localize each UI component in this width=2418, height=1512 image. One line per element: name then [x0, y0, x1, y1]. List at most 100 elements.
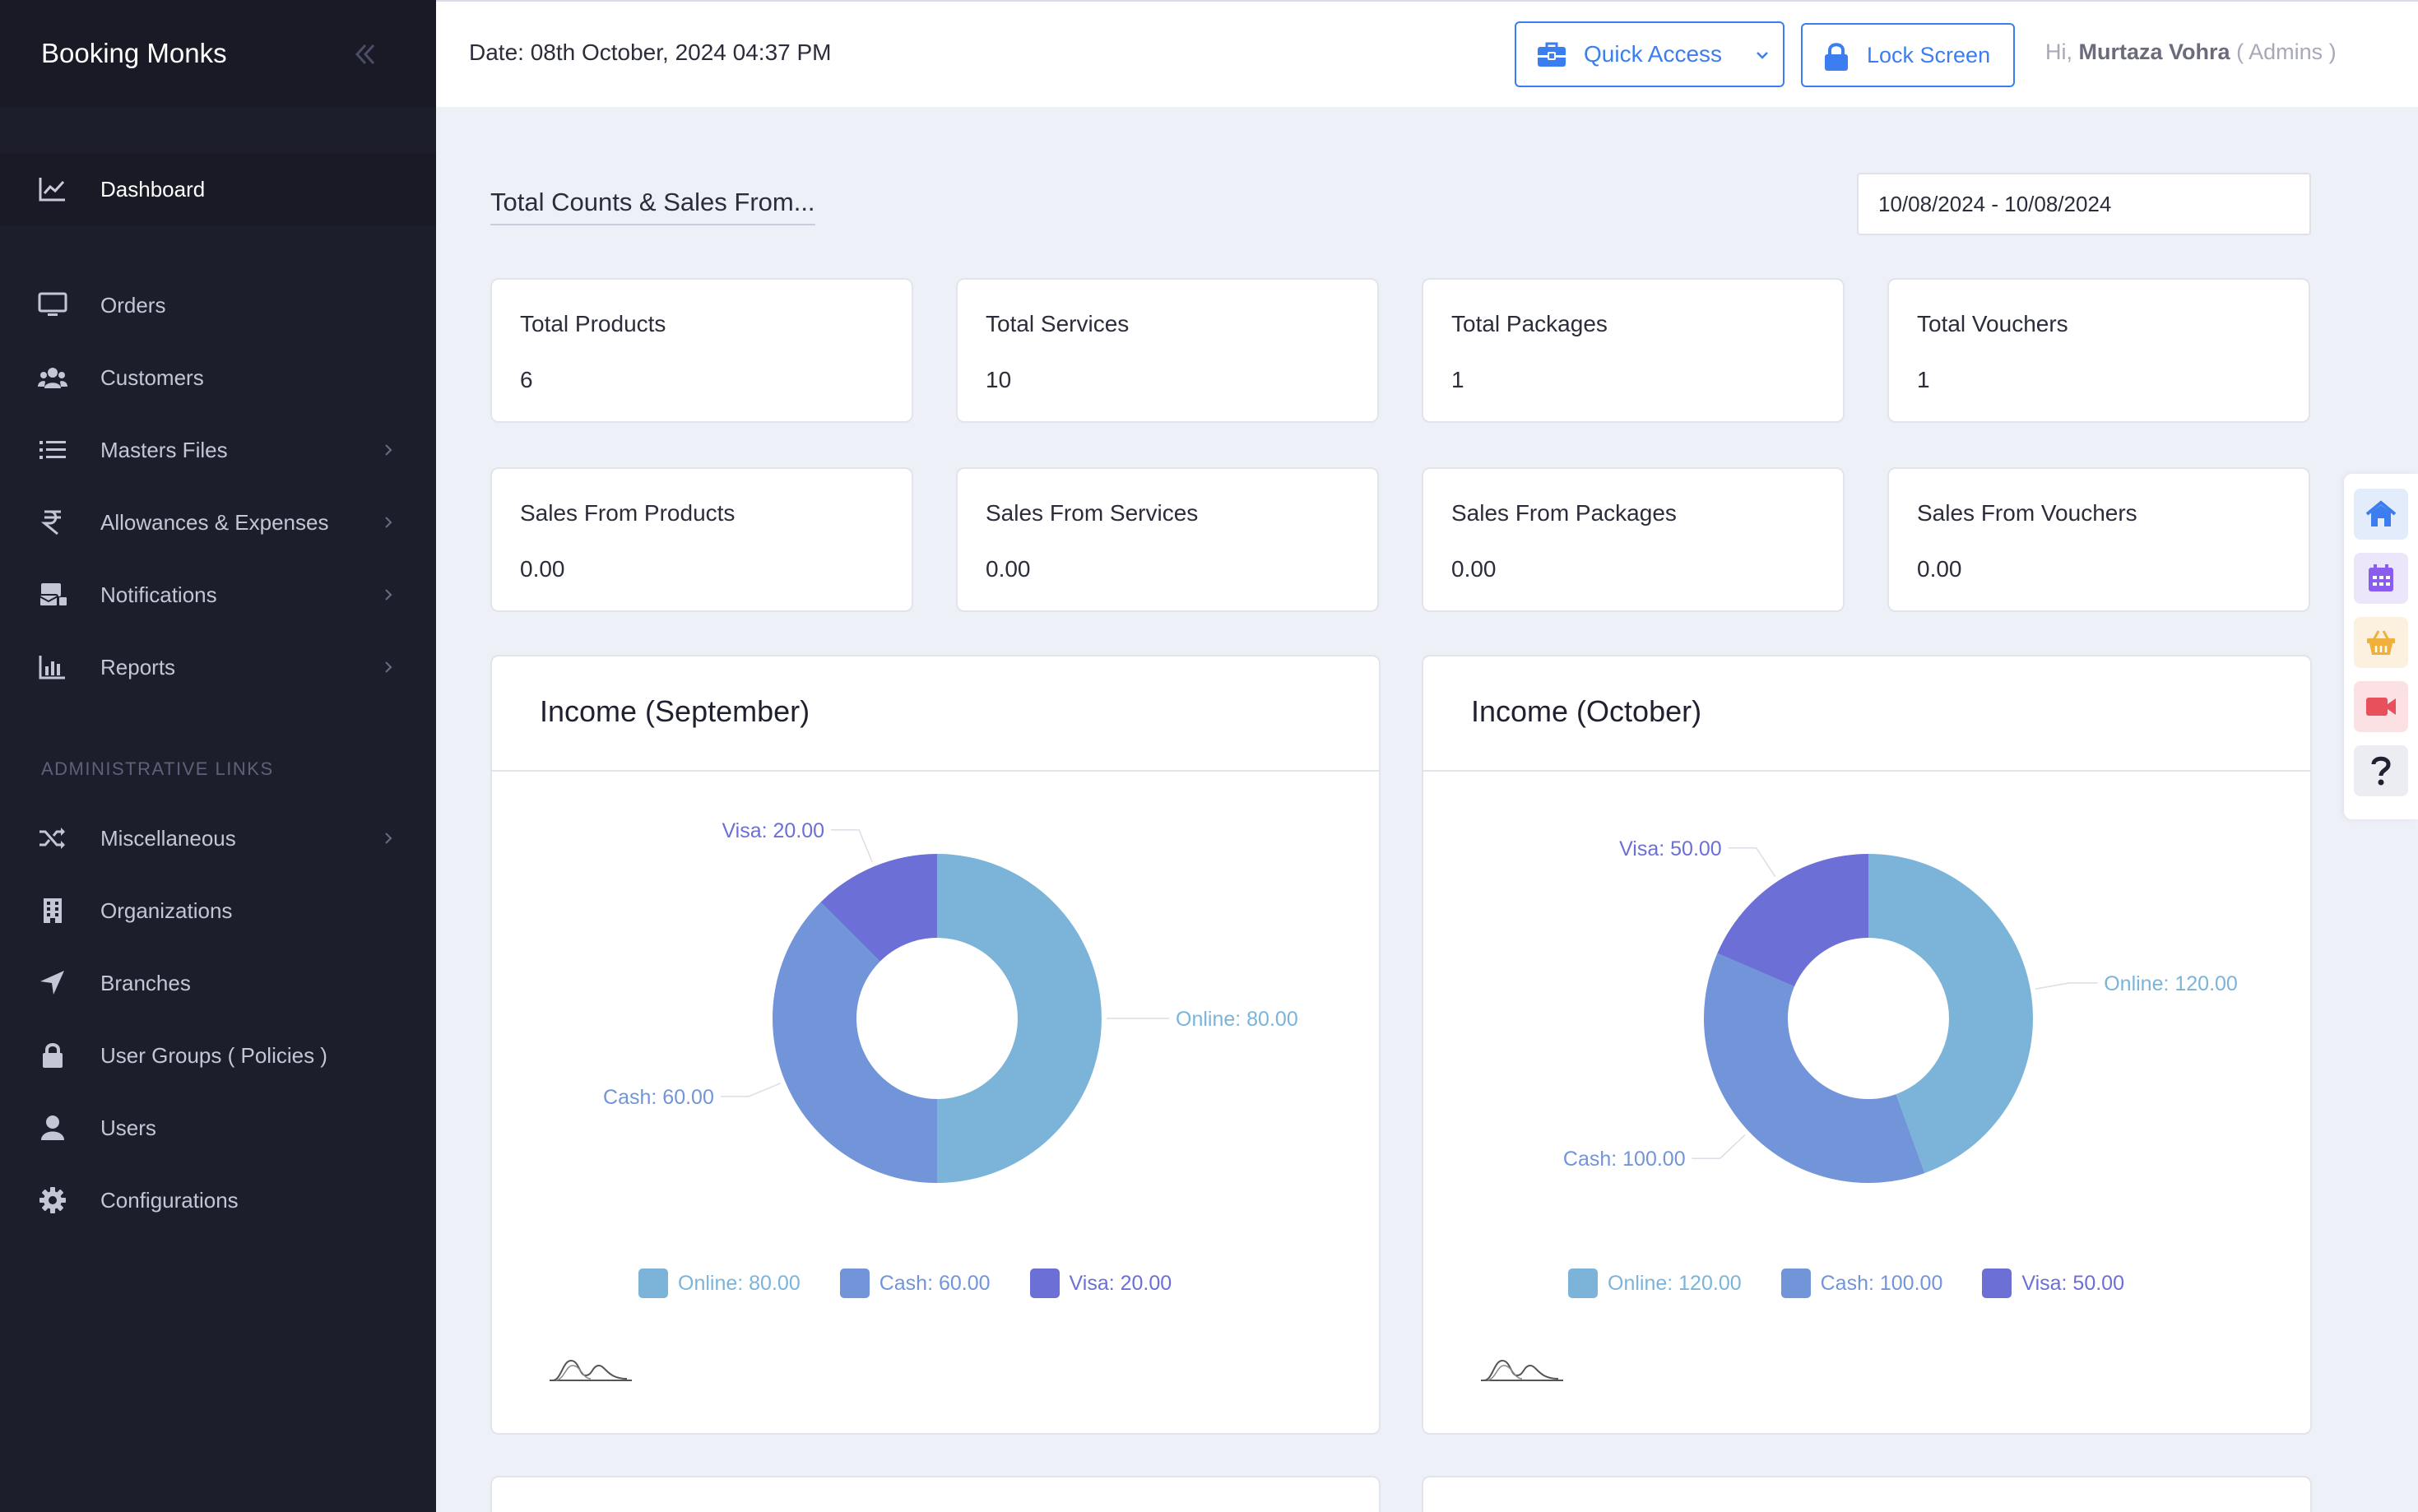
donut-slice-visa[interactable] — [820, 854, 937, 962]
users-icon — [38, 368, 67, 388]
help-button[interactable] — [2354, 745, 2408, 796]
sidebar-item-notifications[interactable]: Notifications — [0, 559, 436, 631]
leader-line-online — [2035, 982, 2098, 990]
legend-item-online[interactable]: Online: 120.00 — [1568, 1269, 1742, 1298]
data-label-online: Online: 120.00 — [2104, 972, 2238, 995]
sidebar-item-label: Organizations — [100, 897, 233, 923]
donut-slice-visa[interactable] — [1717, 854, 1868, 987]
legend-item-visa[interactable]: Visa: 20.00 — [1029, 1269, 1172, 1298]
sidebar-item-label: Users — [100, 1115, 156, 1140]
stat-value: 0.00 — [1917, 556, 1962, 582]
sidebar-item-users[interactable]: Users — [0, 1092, 436, 1164]
sidebar: Booking Monks Dashboard Orders Cus — [0, 0, 436, 1512]
shuffle-icon — [39, 828, 65, 849]
sparkline-icon[interactable] — [548, 1354, 634, 1384]
date-range-input[interactable] — [1857, 173, 2311, 235]
sidebar-item-label: Orders — [100, 292, 166, 318]
donut-slice-cash[interactable] — [773, 902, 937, 1183]
donut-slice-cash[interactable] — [1704, 953, 1925, 1183]
sidebar-item-label: Branches — [100, 970, 191, 995]
stat-card-sales-products: Sales From Products 0.00 — [490, 467, 913, 612]
collapse-sidebar-icon[interactable] — [346, 35, 383, 73]
sidebar-item-customers[interactable]: Customers — [0, 341, 436, 414]
leader-line-visa — [1728, 847, 1776, 878]
user-icon — [41, 1115, 64, 1140]
sidebar-item-dashboard[interactable]: Dashboard — [0, 153, 436, 225]
stat-value: 0.00 — [986, 556, 1031, 582]
basket-button[interactable] — [2354, 617, 2408, 668]
income-october-card: Income (October) Online: 120.00 Cash: 100… — [1422, 655, 2312, 1435]
sidebar-item-label: Masters Files — [100, 437, 228, 462]
chevron-right-icon — [385, 833, 392, 844]
legend-swatch — [839, 1269, 870, 1298]
quick-access-button[interactable]: Quick Access — [1515, 21, 1784, 87]
data-label-cash: Cash: 60.00 — [603, 1086, 714, 1109]
leader-line-cash — [720, 1083, 781, 1097]
leader-line-cash — [1692, 1134, 1746, 1159]
data-label-visa: Visa: 50.00 — [1619, 837, 1722, 860]
stat-label: Total Services — [986, 311, 1130, 336]
donut-slice-online[interactable] — [937, 854, 1102, 1183]
video-icon — [2366, 698, 2396, 716]
monitor-icon — [38, 292, 67, 316]
sidebar-section-title: ADMINISTRATIVE LINKS — [41, 758, 274, 779]
sidebar-item-label: Configurations — [100, 1187, 239, 1213]
sidebar-item-reports[interactable]: Reports — [0, 631, 436, 703]
stat-card-sales-services: Sales From Services 0.00 — [956, 467, 1379, 612]
legend-swatch — [1780, 1269, 1811, 1298]
chevron-right-icon — [385, 589, 392, 601]
chevron-down-icon — [1757, 52, 1768, 59]
donut-slice-online[interactable] — [1868, 854, 2033, 1173]
sidebar-item-label: Allowances & Expenses — [100, 509, 329, 535]
stat-label: Sales From Vouchers — [1917, 500, 2137, 526]
chevron-right-icon — [385, 444, 392, 456]
chart-legend: Online: 80.00 Cash: 60.00 Visa: 20.00 — [638, 1269, 1211, 1298]
stat-card-sales-packages: Sales From Packages 0.00 — [1422, 467, 1845, 612]
sidebar-item-masters-files[interactable]: Masters Files — [0, 414, 436, 486]
quick-access-label: Quick Access — [1584, 41, 1723, 67]
calendar-icon — [2369, 564, 2393, 591]
legend-label: Cash: 100.00 — [1820, 1271, 1943, 1295]
brand-name: Booking Monks — [41, 38, 227, 68]
stat-value: 6 — [520, 367, 533, 392]
income-october-donut-chart: Online: 120.00 Cash: 100.00 Visa: 50.00 — [1563, 837, 2238, 1183]
stat-label: Sales From Services — [986, 500, 1199, 526]
sidebar-item-branches[interactable]: Branches — [0, 947, 436, 1019]
sidebar-item-configurations[interactable]: Configurations — [0, 1164, 436, 1236]
legend-swatch — [638, 1269, 668, 1298]
lock-screen-button[interactable]: Lock Screen — [1801, 23, 2015, 87]
sidebar-item-label: Customers — [100, 364, 204, 390]
greeting-prefix: Hi, — [2045, 39, 2072, 64]
legend-label: Visa: 50.00 — [2021, 1271, 2124, 1295]
legend-item-visa[interactable]: Visa: 50.00 — [1982, 1269, 2124, 1298]
sidebar-item-user-groups[interactable]: User Groups ( Policies ) — [0, 1019, 436, 1092]
chart-legend: Online: 120.00 Cash: 100.00 Visa: 50.00 — [1568, 1269, 2164, 1298]
gear-icon — [39, 1187, 66, 1213]
sparkline-icon[interactable] — [1479, 1354, 1565, 1384]
sidebar-item-label: Reports — [100, 654, 176, 679]
legend-item-online[interactable]: Online: 80.00 — [638, 1269, 801, 1298]
legend-item-cash[interactable]: Cash: 60.00 — [839, 1269, 991, 1298]
legend-swatch — [1568, 1269, 1598, 1298]
user-greeting: Hi, Murtaza Vohra ( Admins ) — [2045, 39, 2337, 65]
legend-item-cash[interactable]: Cash: 100.00 — [1780, 1269, 1943, 1298]
home-button[interactable] — [2354, 489, 2408, 540]
legend-label: Online: 80.00 — [678, 1271, 801, 1295]
data-label-cash: Cash: 100.00 — [1563, 1148, 1686, 1171]
sidebar-item-orders[interactable]: Orders — [0, 269, 436, 341]
stat-value: 10 — [986, 367, 1012, 392]
section-heading: Total Counts & Sales From... — [490, 188, 815, 225]
video-button[interactable] — [2354, 681, 2408, 732]
question-icon — [2371, 756, 2391, 786]
sidebar-item-organizations[interactable]: Organizations — [0, 874, 436, 947]
user-name: Murtaza Vohra — [2078, 39, 2230, 64]
current-date: Date: 08th October, 2024 04:37 PM — [469, 39, 832, 65]
sidebar-item-miscellaneous[interactable]: Miscellaneous — [0, 802, 436, 874]
chevron-right-icon — [385, 661, 392, 673]
calendar-button[interactable] — [2354, 553, 2408, 604]
stat-card-total-vouchers: Total Vouchers 1 — [1887, 278, 2310, 423]
bar-chart-icon — [39, 656, 65, 679]
stat-card-sales-vouchers: Sales From Vouchers 0.00 — [1887, 467, 2310, 612]
sidebar-item-allowances-expenses[interactable]: Allowances & Expenses — [0, 486, 436, 559]
stat-card-total-packages: Total Packages 1 — [1422, 278, 1845, 423]
